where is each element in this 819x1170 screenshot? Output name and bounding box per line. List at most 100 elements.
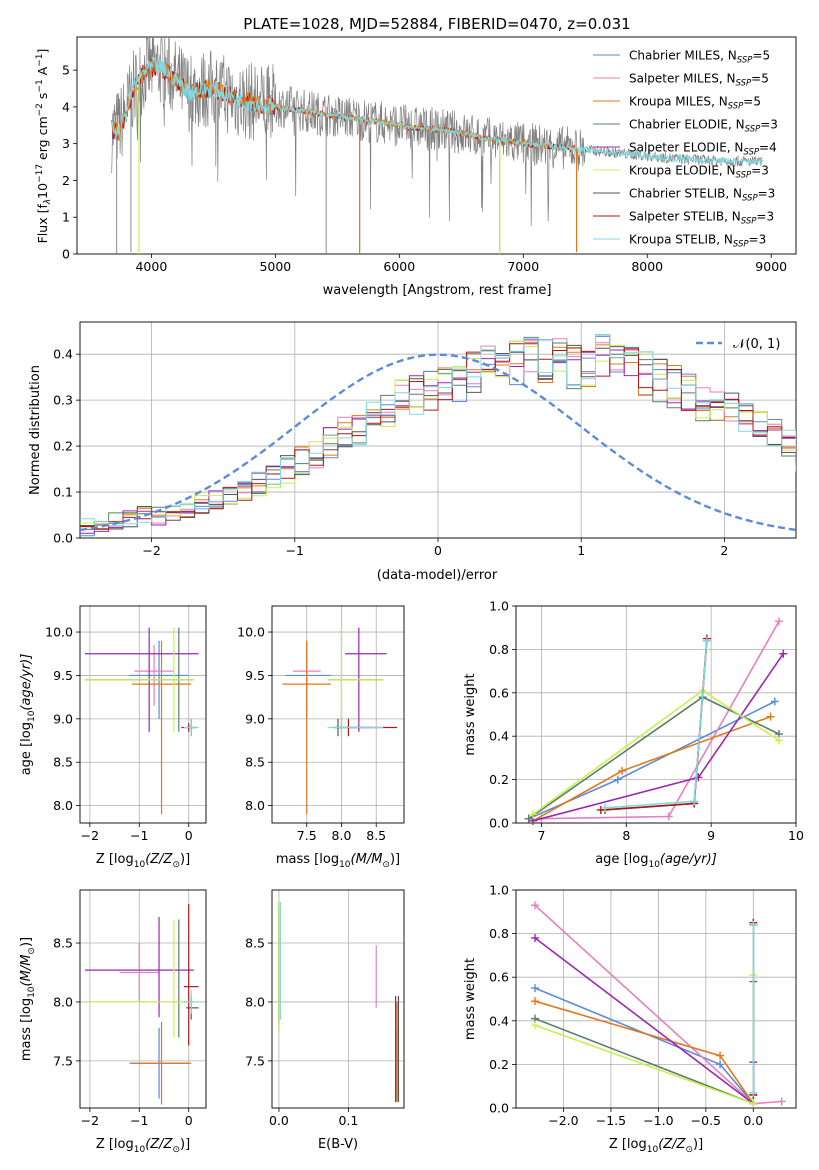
label-part: s bbox=[35, 93, 50, 104]
legend-sub: SSP bbox=[736, 171, 752, 181]
legend-eq: , N bbox=[711, 95, 728, 109]
series-marker bbox=[618, 766, 627, 775]
series-line bbox=[541, 620, 780, 820]
series-marker bbox=[766, 712, 775, 721]
x-tick-label: −2.0 bbox=[548, 1113, 578, 1128]
x-tick-label: 7.5 bbox=[297, 828, 317, 843]
legend-eq: , N bbox=[719, 164, 736, 178]
legend-sub: SSP bbox=[736, 79, 752, 89]
legend-label: 𝒩(0, 1) bbox=[733, 337, 780, 352]
y-tick-label: 0 bbox=[62, 247, 70, 262]
legend-eq: , N bbox=[728, 118, 745, 132]
y-tick-label: 9.0 bbox=[245, 711, 265, 726]
label-part: )] bbox=[180, 852, 190, 867]
axes-age-vs-Z: −2 −1 08.08.59.09.510.0Z [log10(Z/Z⊙)]age … bbox=[19, 605, 207, 870]
series-line bbox=[600, 638, 708, 811]
y-tick-label: 1.0 bbox=[489, 883, 509, 898]
x-axis-label: age [log10(age/yr)] bbox=[595, 852, 717, 870]
label-part: mass [log bbox=[19, 998, 34, 1061]
y-tick-label: 0.4 bbox=[489, 729, 509, 744]
label-sun: ⊙ bbox=[27, 947, 37, 955]
y-tick-label: 7.5 bbox=[245, 1053, 265, 1068]
axes-frame bbox=[76, 36, 797, 255]
axes-frame bbox=[79, 889, 207, 1109]
label-sub: 10 bbox=[134, 860, 146, 870]
legend-sub: SSP bbox=[742, 194, 758, 204]
label-sun: ⊙ bbox=[172, 1145, 180, 1155]
legend-eq: = bbox=[743, 95, 753, 109]
series-line bbox=[534, 975, 755, 1105]
x-tick-label: 8000 bbox=[631, 259, 663, 274]
legend-n: 5 bbox=[762, 49, 770, 63]
legend-sub: SSP bbox=[728, 102, 744, 112]
label-sub: 10 bbox=[27, 986, 37, 998]
label-sub: 10 bbox=[27, 710, 37, 722]
y-tick-label: 0.8 bbox=[489, 642, 509, 657]
y-tick-label: 8.0 bbox=[53, 994, 73, 1009]
label-sub: 10 bbox=[134, 1145, 146, 1155]
errorbars bbox=[282, 627, 398, 815]
x-tick-label: −0.5 bbox=[691, 1113, 721, 1128]
x-tick-label: −1 bbox=[130, 1113, 148, 1128]
y-tick-label: 2 bbox=[62, 173, 70, 188]
axes-mass-vs-ebv: 0.0 0.1 7.5 8.0 8.5 E(B-V) bbox=[245, 889, 405, 1152]
errorbars bbox=[84, 904, 199, 1105]
legend-label: Salpeter ELODIE, NSSP=4 bbox=[629, 141, 777, 158]
series-marker bbox=[775, 736, 784, 745]
label-part: 10 bbox=[35, 183, 50, 199]
series-marker bbox=[770, 697, 779, 706]
legend-eq: = bbox=[758, 187, 768, 201]
series-marker bbox=[777, 1097, 786, 1106]
legend-eq: = bbox=[760, 118, 770, 132]
x-tick-label: 9 bbox=[707, 828, 715, 843]
y-axis-label: mass [log10(M/M⊙)] bbox=[19, 937, 37, 1061]
axes-spectrum: 4000 5000 6000 7000 8000 9000012345wavelength… bbox=[35, 36, 797, 298]
x-tick-label: −2 bbox=[142, 543, 160, 558]
x-tick-label: 7 bbox=[537, 828, 545, 843]
legend-n: 3 bbox=[761, 164, 769, 178]
series-marker bbox=[749, 920, 758, 929]
legend-name: Chabrier MILES bbox=[629, 49, 720, 63]
y-tick-label: 0.1 bbox=[53, 485, 73, 500]
series-marker bbox=[613, 775, 622, 784]
x-tick-label: 5000 bbox=[259, 259, 291, 274]
y-tick-label: 10.0 bbox=[237, 625, 265, 640]
axes-residuals: −2 −1 0 1 2 0.0 0.1 0.2 0.3 0.4 (data-model)/error… bbox=[28, 321, 797, 583]
series-marker bbox=[601, 803, 610, 812]
legend-eq: , N bbox=[716, 233, 733, 247]
label-part: (Z/Z bbox=[145, 852, 173, 867]
legend-label: Salpeter MILES, NSSP=5 bbox=[629, 72, 769, 89]
axes-frame bbox=[79, 605, 207, 824]
series-marker bbox=[749, 1099, 758, 1108]
figure-title: PLATE=1028, MJD=52884, FIBERID=0470, z=0… bbox=[243, 15, 630, 33]
hist-series bbox=[80, 334, 796, 527]
axes-frame bbox=[515, 889, 797, 1109]
label-part: E(B-V) bbox=[318, 1137, 358, 1152]
legend-eq: = bbox=[749, 233, 759, 247]
series-marker bbox=[775, 617, 784, 626]
label-sup: −2 bbox=[35, 103, 45, 116]
label-part: )] bbox=[19, 937, 34, 947]
series-marker bbox=[716, 1051, 725, 1060]
label-sun: ⊙ bbox=[172, 860, 180, 870]
x-tick-label: 0.0 bbox=[743, 1113, 763, 1128]
axes-age-vs-mass: 7.5 8.0 8.5 8.0 8.5 9.0 9.5 10.0 mass [log10(M/M… bbox=[237, 605, 405, 870]
y-tick-label: 0.2 bbox=[489, 1057, 509, 1072]
y-tick-label: 9.5 bbox=[245, 668, 265, 683]
y-tick-label: 0.0 bbox=[489, 1101, 509, 1116]
x-tick-label: 1 bbox=[577, 543, 585, 558]
series-marker bbox=[528, 810, 537, 819]
y-tick-label: 0.4 bbox=[489, 1013, 509, 1028]
errorbars bbox=[84, 627, 199, 815]
x-tick-label: 0.0 bbox=[269, 1113, 289, 1128]
hist-legend: 𝒩(0, 1) bbox=[696, 337, 780, 352]
x-tick-label: 2 bbox=[720, 543, 728, 558]
label-part: (Z/Z bbox=[145, 1137, 173, 1152]
axes-massweight-vs-Z: −2.0 −1.5 −1.0 −0.5 0.0 0.0 0.2 0.4 0.6 0.8 1.0 Z [… bbox=[463, 883, 797, 1155]
y-tick-label: 1.0 bbox=[489, 599, 509, 614]
legend-eq: = bbox=[759, 141, 769, 155]
y-tick-label: 5 bbox=[62, 63, 70, 78]
label-part: (M/M bbox=[19, 955, 34, 987]
series-marker bbox=[749, 1088, 758, 1097]
